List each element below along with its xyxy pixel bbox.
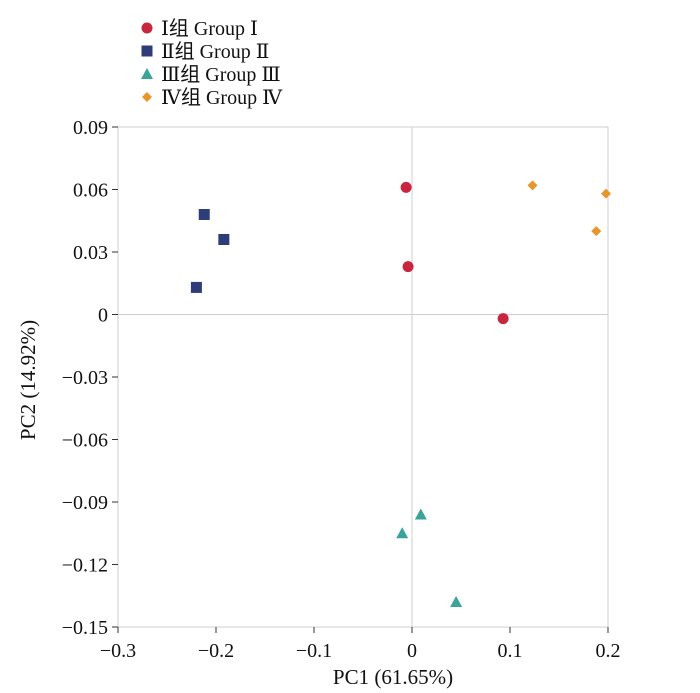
x-tick-label: −0.2 bbox=[198, 640, 234, 662]
data-point-group-2 bbox=[218, 234, 230, 245]
x-tick-label: −0.3 bbox=[100, 640, 136, 662]
data-point-group-4 bbox=[527, 180, 538, 191]
y-tick-label: −0.15 bbox=[62, 617, 108, 639]
legend-marker-group-1 bbox=[141, 22, 153, 34]
x-axis-label: PC1 (61.65%) bbox=[333, 665, 453, 689]
x-tick-label: 0.2 bbox=[596, 640, 621, 662]
y-tick-label: −0.03 bbox=[62, 367, 108, 389]
legend-label-group-1: Ⅰ组 Group Ⅰ bbox=[161, 17, 258, 40]
y-tick-label: 0.06 bbox=[73, 180, 108, 202]
zero-lines bbox=[118, 127, 608, 627]
legend-marker-group-2 bbox=[141, 45, 153, 57]
data-points bbox=[190, 180, 612, 607]
legend-label-group-4: Ⅳ组 Group Ⅳ bbox=[161, 86, 283, 109]
x-tick-label: 0.1 bbox=[498, 640, 523, 662]
y-tick-label: 0.03 bbox=[73, 242, 108, 264]
data-point-group-4 bbox=[591, 226, 602, 237]
data-point-group-1 bbox=[400, 181, 412, 193]
legend-marker-group-3 bbox=[141, 68, 153, 79]
y-tick-label: −0.06 bbox=[62, 430, 108, 452]
data-point-group-3 bbox=[414, 508, 427, 520]
legend-label-group-2: Ⅱ组 Group Ⅱ bbox=[161, 40, 269, 63]
y-axis: 0.09 0.06 0.03 0 −0.03 −0.06 −0.09 −0.12 −0.15 bbox=[62, 117, 118, 639]
data-point-group-1 bbox=[402, 261, 414, 273]
y-tick-label: 0.09 bbox=[73, 117, 108, 139]
x-tick-label: 0 bbox=[407, 640, 417, 662]
data-point-group-3 bbox=[396, 527, 409, 539]
y-tick-label: −0.12 bbox=[62, 555, 108, 577]
y-tick-label: 0 bbox=[98, 305, 108, 327]
x-axis: −0.3 −0.2 −0.1 0 0.1 0.2 bbox=[100, 627, 621, 662]
data-point-group-3 bbox=[450, 596, 463, 607]
y-tick-label: −0.09 bbox=[62, 492, 108, 514]
legend-marker-group-4 bbox=[142, 92, 152, 102]
data-point-group-4 bbox=[601, 188, 612, 199]
plot-frame bbox=[117, 126, 609, 628]
legend-label-group-3: Ⅲ组 Group Ⅲ bbox=[161, 63, 281, 86]
y-axis-label: PC2 (14.92%) bbox=[16, 320, 40, 440]
data-point-group-2 bbox=[198, 209, 210, 220]
data-point-group-1 bbox=[497, 313, 509, 325]
data-point-group-2 bbox=[190, 281, 202, 293]
x-tick-label: −0.1 bbox=[296, 640, 332, 662]
